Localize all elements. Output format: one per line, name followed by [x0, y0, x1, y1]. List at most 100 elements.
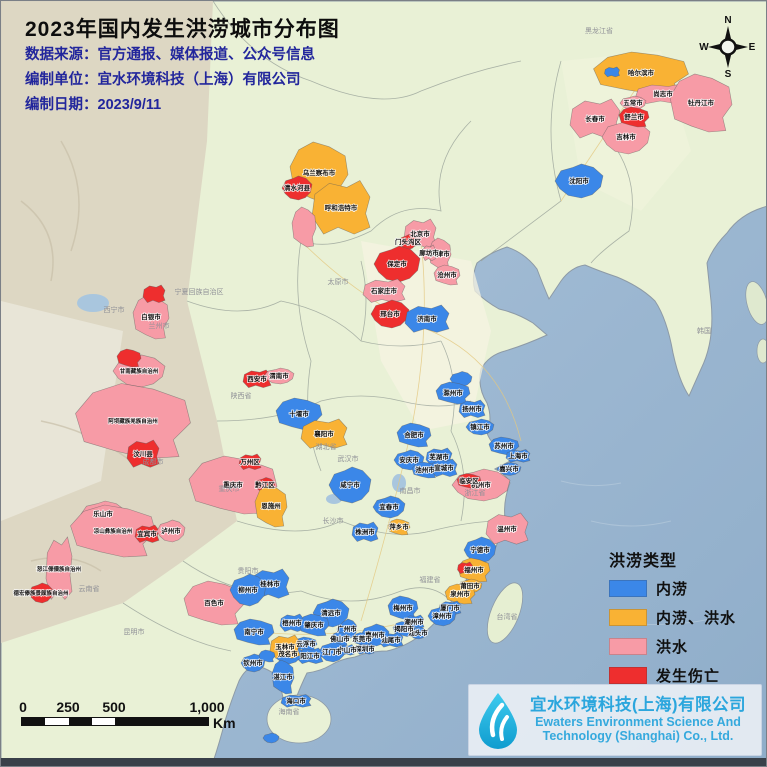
- city-region-汶川县[interactable]: [126, 439, 160, 468]
- scalebar-1000: 1,000: [189, 699, 225, 715]
- city-region-上海市[interactable]: [505, 449, 531, 463]
- city-region-保定市[interactable]: [373, 245, 421, 283]
- city-label: 玉林市: [275, 642, 295, 651]
- city-region-扬州市[interactable]: [458, 399, 486, 418]
- city-region-德宏傣族景颇族自治州[interactable]: [28, 582, 54, 604]
- city-region-苏州市[interactable]: [488, 436, 520, 456]
- city-region-海口市[interactable]: [280, 694, 312, 708]
- legend-label-hs: 洪水: [656, 639, 689, 656]
- city-label: 佛山市: [329, 634, 350, 643]
- city-region[interactable]: [604, 66, 620, 78]
- city-region-襄阳市[interactable]: [300, 418, 348, 449]
- city-label: 尚志市: [653, 89, 673, 98]
- city-label: 云浮市: [296, 639, 316, 648]
- city-region[interactable]: [258, 649, 276, 663]
- city-region-十堰市[interactable]: [275, 397, 323, 431]
- city-region-梅州市[interactable]: [387, 595, 419, 621]
- city-region-江门市[interactable]: [318, 641, 346, 663]
- city-region-咸宁市[interactable]: [328, 466, 372, 504]
- city-region-石家庄市[interactable]: [362, 278, 406, 303]
- city-label: 重庆市: [223, 480, 243, 489]
- island-taiwan: [486, 582, 524, 644]
- city-region[interactable]: [291, 206, 317, 248]
- basemap-label: 福建省: [420, 575, 441, 584]
- legend-swatch-nlhs: [609, 609, 647, 626]
- city-region-渭南市[interactable]: [263, 367, 295, 385]
- city-region-百色市[interactable]: [183, 580, 245, 626]
- city-region-阿坝藏族羌族自治州[interactable]: [75, 383, 191, 459]
- city-region-阳江市[interactable]: [296, 647, 324, 664]
- city-region-株洲市[interactable]: [351, 521, 379, 542]
- city-region-滁州市[interactable]: [435, 381, 471, 405]
- city-region-东莞市[interactable]: [352, 632, 372, 646]
- city-label: 潮州市: [404, 617, 424, 626]
- city-region-天津市[interactable]: [428, 237, 452, 271]
- basemap-label: 湖北省: [316, 442, 337, 451]
- city-region-泸州市[interactable]: [156, 519, 186, 543]
- basemap-label: 陕西省: [231, 391, 252, 400]
- city-region-宜宾市[interactable]: [134, 524, 160, 543]
- legend-item-sw: 发生伤亡: [609, 665, 736, 686]
- city-region-万州区[interactable]: [238, 453, 262, 470]
- basemap-label: 浙江省: [465, 488, 486, 497]
- city-region[interactable]: [262, 732, 280, 744]
- city-region-合肥市[interactable]: [396, 422, 432, 448]
- city-region-济南市[interactable]: [404, 304, 450, 333]
- city-region-呼和浩特市[interactable]: [311, 180, 371, 235]
- city-region-湛江市[interactable]: [271, 659, 295, 695]
- logo-box: 宜水环境科技(上海)有限公司 Ewaters Environment Scien…: [468, 684, 762, 756]
- city-region-南宁市[interactable]: [233, 618, 275, 646]
- city-region-临安区[interactable]: [456, 473, 482, 489]
- city-region-吉林市[interactable]: [601, 119, 651, 155]
- city-region[interactable]: [116, 348, 142, 368]
- city-region[interactable]: [457, 561, 473, 575]
- compass-star: [708, 26, 748, 68]
- city-region-廊坊市[interactable]: [422, 244, 436, 262]
- city-label: 咸宁市: [340, 480, 360, 489]
- city-region-泉州市[interactable]: [444, 583, 476, 605]
- city-region-西安市[interactable]: [242, 369, 272, 388]
- city-region-牡丹江市[interactable]: [669, 73, 733, 133]
- city-label: 广州市: [337, 624, 357, 633]
- city-label: 凉山彝族自治州: [94, 527, 133, 535]
- legend-item-hs: 洪水: [609, 636, 736, 657]
- compass-e: E: [749, 42, 756, 53]
- island-hainan: [266, 694, 332, 744]
- city-region-镇江市[interactable]: [465, 418, 495, 436]
- city-region-沧州市[interactable]: [433, 264, 461, 286]
- city-region-钦州市[interactable]: [240, 653, 266, 673]
- city-region-漳州市[interactable]: [427, 605, 457, 627]
- bottom-window-edge: [1, 758, 766, 766]
- city-label: 吉林市: [616, 132, 636, 141]
- basemap-label: 太原市: [328, 277, 349, 286]
- city-region-柳州市[interactable]: [229, 573, 267, 607]
- city-region-宣城市[interactable]: [430, 458, 458, 477]
- legend-items: 内涝内涝、洪水洪水发生伤亡: [609, 578, 736, 686]
- city-region-玉林市[interactable]: [269, 634, 301, 659]
- city-region-肇庆市[interactable]: [298, 613, 330, 637]
- city-label: 黔江区: [255, 480, 275, 489]
- city-region-深圳市[interactable]: [355, 643, 375, 655]
- city-region-云浮市[interactable]: [294, 636, 318, 652]
- city-region-恩施州[interactable]: [254, 484, 288, 528]
- city-region-哈尔滨市[interactable]: [593, 51, 689, 95]
- city-region-宜春市[interactable]: [372, 495, 406, 519]
- scalebar: 0 250 500 1,000 Km: [19, 699, 251, 731]
- city-region-沈阳市[interactable]: [554, 163, 604, 199]
- city-region-萍乡市[interactable]: [387, 518, 411, 536]
- city-label: 茂名市: [278, 649, 298, 658]
- city-region-清水河县[interactable]: [281, 175, 313, 201]
- legend-label-nl: 内涝: [656, 581, 689, 598]
- scalebar-bar: [21, 717, 209, 726]
- basemap-label: 长沙市: [323, 516, 344, 525]
- city-region-嘉兴市[interactable]: [496, 462, 522, 476]
- city-region-温州市[interactable]: [485, 512, 529, 545]
- meta-source: 数据来源：官方通报、媒体报道、公众号信息: [25, 47, 315, 63]
- scalebar-500: 500: [102, 699, 126, 715]
- legend-label-nlhs: 内涝、洪水: [656, 610, 737, 627]
- city-region[interactable]: [142, 284, 166, 303]
- city-label: 清远市: [321, 608, 341, 617]
- city-region-舒兰市[interactable]: [618, 106, 650, 128]
